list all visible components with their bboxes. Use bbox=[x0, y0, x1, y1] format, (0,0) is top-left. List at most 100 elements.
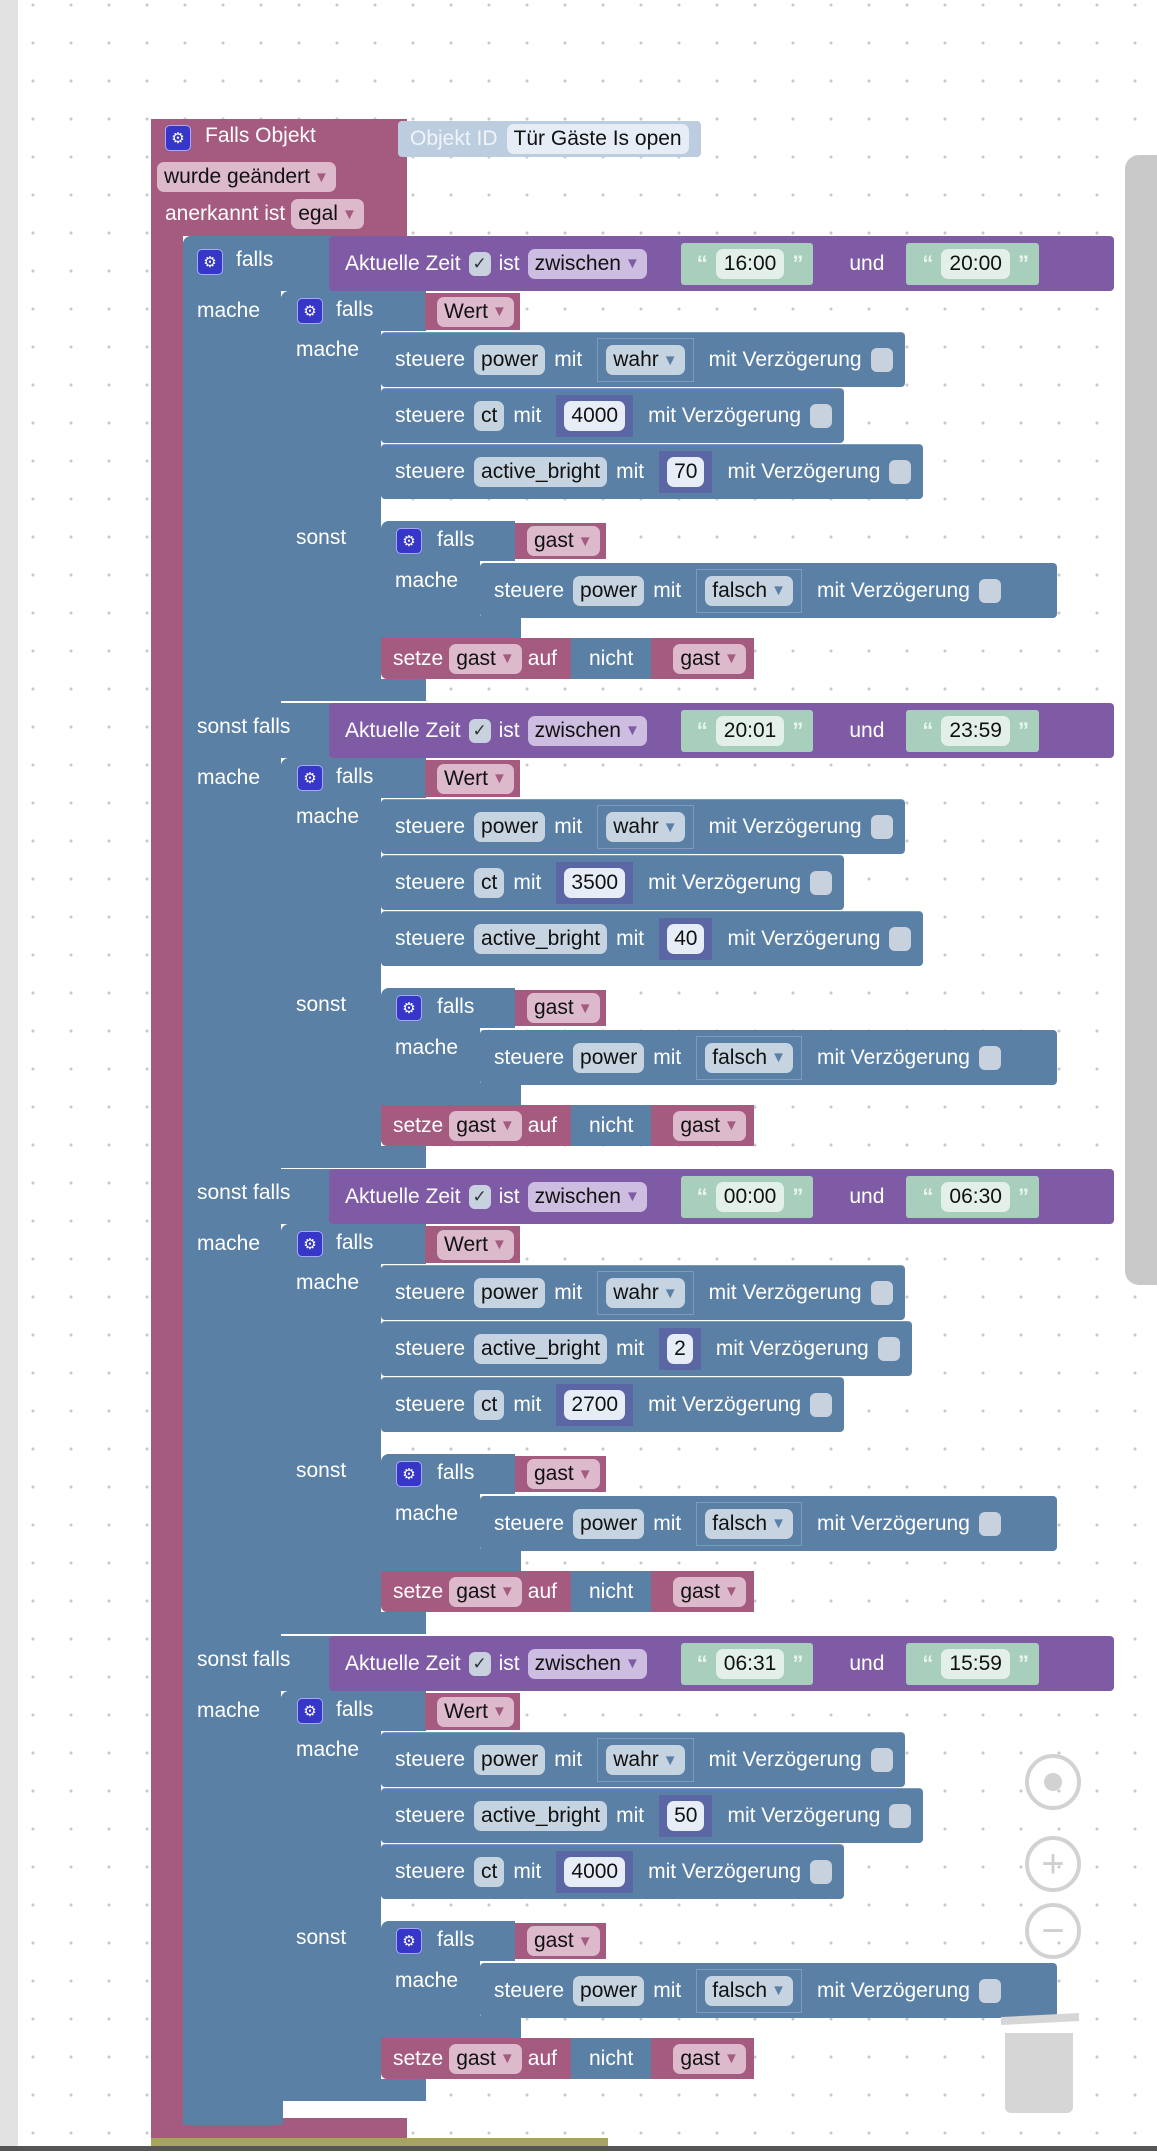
time-to-field[interactable]: 15:59 bbox=[941, 1648, 1010, 1679]
number-field[interactable]: 50 bbox=[667, 1801, 705, 1831]
control-statement: steuere power mit falsch ▼ mit Verzögerung bbox=[480, 1030, 1057, 1085]
number-field[interactable]: 2 bbox=[667, 1334, 693, 1364]
device-field[interactable]: ct bbox=[474, 1390, 505, 1420]
variable-dropdown[interactable]: gast ▼ bbox=[449, 2043, 522, 2074]
device-field[interactable]: power bbox=[573, 1508, 645, 1539]
delay-checkbox[interactable] bbox=[810, 1860, 833, 1884]
boolean-dropdown[interactable]: falsch ▼ bbox=[705, 1042, 793, 1073]
delay-checkbox[interactable] bbox=[978, 578, 1001, 603]
time-from-field[interactable]: 06:31 bbox=[715, 1648, 785, 1679]
device-field[interactable]: active_bright bbox=[474, 1801, 608, 1831]
variable-dropdown[interactable]: gast ▼ bbox=[527, 526, 600, 556]
checkbox-checked[interactable]: ✓ bbox=[468, 718, 491, 743]
boolean-dropdown[interactable]: wahr ▼ bbox=[606, 1278, 685, 1308]
time-to-field[interactable]: 20:00 bbox=[941, 248, 1010, 279]
time-to-field[interactable]: 23:59 bbox=[941, 715, 1010, 746]
boolean-dropdown[interactable]: wahr ▼ bbox=[606, 1745, 685, 1775]
delay-checkbox[interactable] bbox=[810, 404, 833, 428]
device-field[interactable]: power bbox=[474, 1278, 546, 1308]
gear-icon[interactable]: ⚙ bbox=[297, 765, 323, 791]
delay-checkbox[interactable] bbox=[810, 871, 833, 895]
number-field[interactable]: 70 bbox=[667, 457, 705, 487]
delay-checkbox[interactable] bbox=[978, 1978, 1001, 2003]
time-from-field[interactable]: 16:00 bbox=[715, 248, 785, 279]
delay-checkbox[interactable] bbox=[870, 815, 893, 839]
trash-icon[interactable] bbox=[1000, 2012, 1080, 2115]
gear-icon[interactable]: ⚙ bbox=[297, 1231, 323, 1257]
variable-dropdown[interactable]: Wert ▼ bbox=[437, 1696, 514, 1727]
delay-checkbox[interactable] bbox=[870, 1748, 893, 1772]
delay-checkbox[interactable] bbox=[889, 460, 912, 484]
boolean-dropdown[interactable]: wahr ▼ bbox=[606, 812, 685, 842]
variable-dropdown[interactable]: Wert ▼ bbox=[437, 763, 514, 794]
boolean-dropdown[interactable]: falsch ▼ bbox=[705, 1508, 793, 1539]
device-field[interactable]: power bbox=[573, 575, 645, 606]
variable-dropdown[interactable]: Wert ▼ bbox=[437, 1229, 514, 1260]
time-from-field[interactable]: 00:00 bbox=[715, 1181, 785, 1212]
text-block-from: “ 06:31 ” bbox=[680, 1642, 814, 1685]
delay-checkbox[interactable] bbox=[889, 1804, 912, 1828]
variable-dropdown[interactable]: Wert ▼ bbox=[437, 296, 514, 327]
device-field[interactable]: active_bright bbox=[474, 924, 608, 954]
number-field[interactable]: 4000 bbox=[564, 1857, 626, 1887]
variable-dropdown[interactable]: gast ▼ bbox=[673, 1110, 746, 1141]
delay-checkbox[interactable] bbox=[877, 1337, 900, 1361]
operator-dropdown[interactable]: zwischen ▼ bbox=[527, 1181, 647, 1212]
delay-checkbox[interactable] bbox=[870, 1281, 893, 1305]
gear-icon[interactable]: ⚙ bbox=[197, 249, 223, 275]
number-field[interactable]: 40 bbox=[667, 924, 705, 954]
gear-icon[interactable]: ⚙ bbox=[297, 1698, 323, 1724]
number-field[interactable]: 2700 bbox=[564, 1390, 626, 1420]
variable-dropdown[interactable]: gast ▼ bbox=[673, 1576, 746, 1607]
device-field[interactable]: power bbox=[573, 1975, 645, 2006]
variable-dropdown[interactable]: gast ▼ bbox=[673, 2043, 746, 2074]
ack-dropdown[interactable]: egal ▼ bbox=[291, 199, 364, 229]
delay-checkbox[interactable] bbox=[978, 1045, 1001, 1070]
variable-dropdown[interactable]: gast ▼ bbox=[527, 1926, 600, 1956]
variable-dropdown[interactable]: gast ▼ bbox=[449, 1576, 522, 1607]
number-field[interactable]: 4000 bbox=[564, 401, 626, 431]
delay-checkbox[interactable] bbox=[810, 1393, 833, 1417]
object-id-field[interactable]: Tür Gäste Is open bbox=[506, 124, 689, 154]
operator-dropdown[interactable]: zwischen ▼ bbox=[527, 248, 647, 279]
gear-icon[interactable]: ⚙ bbox=[396, 1461, 422, 1487]
number-field[interactable]: 3500 bbox=[564, 868, 626, 898]
checkbox-checked[interactable]: ✓ bbox=[468, 251, 491, 276]
boolean-dropdown[interactable]: falsch ▼ bbox=[705, 575, 793, 606]
boolean-dropdown[interactable]: falsch ▼ bbox=[705, 1975, 793, 2006]
device-field[interactable]: power bbox=[573, 1042, 645, 1073]
delay-checkbox[interactable] bbox=[889, 927, 912, 951]
gear-icon[interactable]: ⚙ bbox=[297, 298, 323, 324]
time-to-field[interactable]: 06:30 bbox=[941, 1181, 1010, 1212]
gear-icon[interactable]: ⚙ bbox=[165, 125, 191, 151]
variable-dropdown[interactable]: gast ▼ bbox=[673, 643, 746, 674]
variable-dropdown[interactable]: gast ▼ bbox=[527, 993, 600, 1023]
gear-icon[interactable]: ⚙ bbox=[396, 528, 422, 554]
device-field[interactable]: ct bbox=[474, 868, 505, 898]
zoom-out-button[interactable]: − bbox=[1025, 1903, 1081, 1959]
vertical-scrollbar[interactable] bbox=[1125, 155, 1157, 1285]
device-field[interactable]: ct bbox=[474, 401, 505, 431]
device-field[interactable]: power bbox=[474, 1745, 546, 1775]
delay-checkbox[interactable] bbox=[870, 348, 893, 372]
recenter-button[interactable] bbox=[1025, 1754, 1081, 1810]
variable-dropdown[interactable]: gast ▼ bbox=[449, 1110, 522, 1141]
delay-checkbox[interactable] bbox=[978, 1511, 1001, 1536]
device-field[interactable]: active_bright bbox=[474, 1334, 608, 1364]
time-from-field[interactable]: 20:01 bbox=[715, 715, 785, 746]
trigger-dropdown[interactable]: wurde geändert ▼ bbox=[157, 162, 336, 192]
checkbox-checked[interactable]: ✓ bbox=[468, 1184, 491, 1209]
zoom-in-button[interactable]: + bbox=[1025, 1836, 1081, 1892]
gear-icon[interactable]: ⚙ bbox=[396, 1928, 422, 1954]
gear-icon[interactable]: ⚙ bbox=[396, 995, 422, 1021]
operator-dropdown[interactable]: zwischen ▼ bbox=[527, 1648, 647, 1679]
device-field[interactable]: ct bbox=[474, 1857, 505, 1887]
device-field[interactable]: active_bright bbox=[474, 457, 608, 487]
variable-dropdown[interactable]: gast ▼ bbox=[449, 643, 522, 674]
variable-dropdown[interactable]: gast ▼ bbox=[527, 1459, 600, 1489]
device-field[interactable]: power bbox=[474, 345, 546, 375]
checkbox-checked[interactable]: ✓ bbox=[468, 1651, 491, 1676]
boolean-dropdown[interactable]: wahr ▼ bbox=[606, 345, 685, 375]
operator-dropdown[interactable]: zwischen ▼ bbox=[527, 715, 647, 746]
device-field[interactable]: power bbox=[474, 812, 546, 842]
